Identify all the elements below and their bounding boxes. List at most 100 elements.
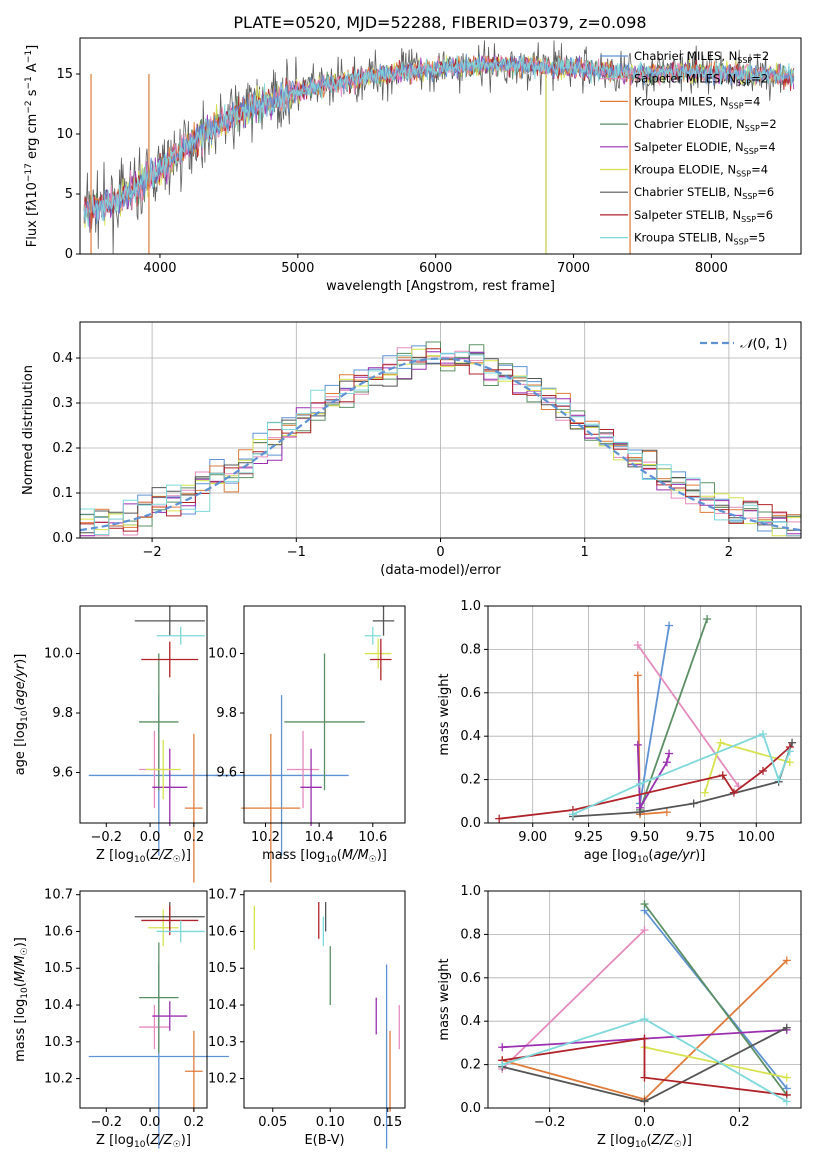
y-tick-label: 10.6 [44, 924, 73, 939]
y-tick-label: 1.0 [460, 884, 481, 899]
x-tick-label: 4000 [143, 261, 176, 276]
mass_vs_Z-panel: −0.2 0.0 0.2 10.2 10.3 10.4 10.5 10.6 10.7 Z [log… [13, 888, 229, 1150]
x-axis-label: (data-model)/error [380, 563, 501, 578]
legend-label: Salpeter ELODIE, NSSP=4 [634, 140, 776, 156]
x-tick-label: 10.2 [251, 830, 280, 845]
x-tick-label: −0.2 [90, 830, 122, 845]
x-axis-label: Z [log10(Z/Z☉)] [96, 1133, 191, 1150]
y-tick-label: 10.3 [208, 1035, 237, 1050]
x-tick-label: 0.0 [140, 1115, 161, 1130]
y-axis-label: Normed distribution [21, 365, 36, 495]
x-tick-label: 10.4 [305, 830, 334, 845]
weight-line [704, 741, 791, 793]
y-tick-label: 0.8 [460, 642, 481, 657]
y-tick-label: 0.6 [460, 686, 481, 701]
x-tick-label: 0.0 [634, 1115, 655, 1130]
y-tick-label: 0.0 [460, 816, 481, 831]
y-tick-label: 0.0 [52, 531, 73, 546]
axes-frame [79, 605, 208, 824]
spectrum-panel: 4000 5000 6000 7000 8000 0 5 10 15 wavelength [An… [24, 37, 802, 294]
y-axis-label: age [log10(age/yr)] [13, 654, 30, 776]
y-tick-label: 10.5 [208, 961, 237, 976]
weight-line [499, 746, 791, 820]
histogram-series [80, 352, 801, 537]
legend-label: 𝒩(0, 1) [740, 337, 787, 352]
spectrum-line [83, 54, 795, 227]
legend-label: Salpeter MILES, NSSP=2 [634, 72, 768, 88]
weight-line [639, 618, 708, 811]
residuals-panel: −2 −1 0 1 2 0.0 0.1 0.2 0.3 0.4 (data-model)/error… [21, 321, 802, 578]
x-tick-label: 0.0 [140, 830, 161, 845]
legend-label: Salpeter STELIB, NSSP=6 [634, 208, 773, 224]
y-tick-label: 0.8 [460, 927, 481, 942]
y-tick-label: 9.6 [216, 765, 237, 780]
x-tick-label: 7000 [557, 261, 590, 276]
y-tick-label: 0.0 [460, 1101, 481, 1116]
y-tick-label: 10.6 [208, 924, 237, 939]
y-tick-label: 10.5 [44, 961, 73, 976]
y-tick-label: 0.6 [460, 971, 481, 986]
y-axis-label: Flux [fλ10−17 erg cm−2 s−1 A−1] [24, 45, 40, 247]
y-tick-label: 10.0 [44, 647, 73, 662]
x-tick-label: 9.50 [630, 830, 659, 845]
x-tick-label: 10.00 [738, 830, 775, 845]
x-tick-label: 6000 [419, 261, 452, 276]
weight-line [637, 644, 740, 787]
y-tick-label: 10.7 [208, 888, 237, 903]
y-tick-label: 0.2 [52, 441, 73, 456]
x-tick-label: 1 [581, 545, 589, 560]
x-axis-label: E(B-V) [304, 1133, 344, 1148]
x-axis-label: wavelength [Angstrom, rest frame] [326, 279, 555, 294]
weight-line [643, 903, 788, 1096]
y-axis-label: mass weight [437, 673, 452, 755]
weight-line [636, 744, 670, 811]
x-tick-label: 0.10 [316, 1115, 345, 1130]
y-tick-label: 5 [65, 187, 73, 202]
axes-frame [79, 890, 208, 1109]
x-tick-label: −1 [287, 545, 306, 560]
x-tick-label: 2 [725, 545, 733, 560]
x-tick-label: 9.00 [518, 830, 547, 845]
x-axis-label: Z [log10(Z/Z☉)] [597, 1133, 692, 1150]
y-tick-label: 10.2 [208, 1072, 237, 1087]
legend-label: Chabrier MILES, NSSP=2 [634, 49, 769, 65]
weight-line [644, 1046, 787, 1079]
y-tick-label: 0.2 [460, 773, 481, 788]
y-tick-label: 15 [56, 67, 73, 82]
y-tick-label: 9.6 [52, 765, 73, 780]
legend-label: Chabrier ELODIE, NSSP=2 [634, 117, 777, 133]
x-tick-label: 0.2 [184, 1115, 205, 1130]
legend-label: Chabrier STELIB, NSSP=6 [634, 185, 774, 201]
legend-label: Kroupa STELIB, NSSP=5 [634, 231, 765, 247]
x-tick-label: −0.2 [534, 1115, 566, 1130]
y-tick-label: 1.0 [460, 599, 481, 614]
y-tick-label: 0.4 [460, 1014, 481, 1029]
axes-frame [243, 605, 406, 824]
legend: Chabrier MILES, NSSP=2 Salpeter MILES, NS… [600, 49, 777, 247]
y-tick-label: 0.4 [52, 351, 73, 366]
x-axis-label: age [log10(age/yr)] [584, 848, 706, 865]
weight_vs_Z-panel: −0.2 0.0 0.2 0.0 0.2 0.4 0.6 0.8 1.0 Z [log10(Z/Z… [437, 884, 802, 1150]
x-axis-label: mass [log10(M/M☉)] [262, 848, 387, 865]
x-tick-label: 8000 [695, 261, 728, 276]
axes-frame [243, 890, 406, 1109]
mass_vs_EBV-panel: 0.05 0.10 0.15 10.2 10.3 10.4 10.5 10.6 10.7 E(B-… [208, 888, 406, 1149]
x-tick-label: 0.2 [729, 1115, 750, 1130]
x-tick-label: 0.15 [373, 1115, 402, 1130]
axes-frame [79, 37, 802, 255]
x-tick-label: −2 [143, 545, 162, 560]
x-tick-label: 0.05 [258, 1115, 287, 1130]
x-tick-label: 0 [436, 545, 444, 560]
weight_vs_age-panel: 9.00 9.25 9.50 9.75 10.00 0.0 0.2 0.4 0.6 0.8 1.0 a… [437, 599, 802, 865]
figure-title: PLATE=0520, MJD=52288, FIBERID=0379, z=0… [233, 13, 646, 32]
y-tick-label: 10 [56, 127, 73, 142]
y-tick-label: 10.7 [44, 888, 73, 903]
y-tick-label: 10.4 [44, 998, 73, 1013]
x-axis-label: Z [log10(Z/Z☉)] [96, 848, 191, 865]
x-tick-label: 9.75 [686, 830, 715, 845]
legend-label: Kroupa MILES, NSSP=4 [634, 94, 760, 110]
y-tick-label: 0.1 [52, 486, 73, 501]
x-tick-label: 5000 [281, 261, 314, 276]
weight-line [501, 929, 646, 1070]
age_vs_mass-panel: 10.2 10.4 10.6 9.6 9.8 10.0 mass [log10(M/M☉)] [208, 605, 406, 883]
